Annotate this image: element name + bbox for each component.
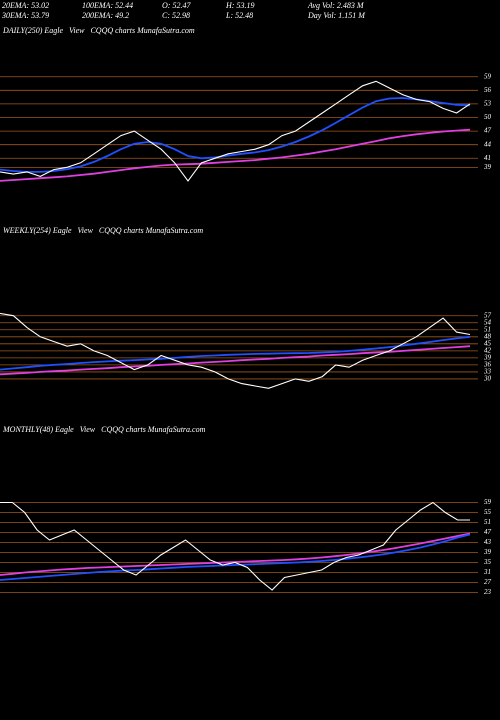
y-tick-label: 47 — [484, 127, 492, 135]
series-line — [0, 335, 471, 371]
header-stat: H: 53.19 — [226, 1, 255, 10]
series-line — [0, 312, 471, 389]
series-line — [0, 128, 471, 182]
header-stat: O: 52.47 — [162, 1, 191, 10]
y-tick-label: 27 — [484, 578, 492, 586]
y-tick-label: 55 — [484, 508, 492, 516]
y-tick-label: 30 — [483, 375, 492, 383]
y-tick-label: 35 — [483, 558, 492, 566]
y-tick-label: 51 — [484, 325, 491, 333]
y-tick-label: 44 — [484, 140, 492, 148]
header-stat: 200EMA: 49.2 — [82, 11, 130, 20]
header-stat: 100EMA: 52.44 — [82, 1, 134, 10]
y-tick-label: 23 — [484, 588, 492, 596]
y-tick-label: 56 — [484, 86, 492, 94]
header: 20EMA: 53.02 100EMA: 52.44 O: 52.47 H: 53.1… — [2, 1, 492, 21]
y-tick-label: 59 — [484, 72, 492, 80]
header-stat: C: 52.98 — [162, 11, 190, 20]
y-tick-label: 45 — [484, 339, 492, 347]
y-tick-label: 48 — [484, 332, 492, 340]
y-tick-label: 42 — [484, 346, 492, 354]
series-line — [0, 533, 471, 581]
y-tick-label: 54 — [484, 318, 492, 326]
y-tick-label: 31 — [483, 568, 491, 576]
header-stat: L: 52.48 — [226, 11, 254, 20]
y-tick-label: 39 — [483, 353, 492, 361]
series-line — [0, 532, 471, 576]
y-tick-label: 43 — [484, 538, 492, 546]
y-tick-label: 53 — [484, 100, 492, 108]
y-tick-label: 57 — [484, 311, 492, 319]
panel-title: MONTHLY(48) Eagle View CQQQ charts Munaf… — [2, 425, 206, 434]
y-tick-label: 36 — [483, 361, 492, 369]
panel-title: DAILY(250) Eagle View CQQQ charts Munafa… — [2, 26, 195, 35]
series-line — [0, 80, 471, 182]
y-tick-label: 59 — [484, 498, 492, 506]
series-line — [0, 97, 471, 173]
series-line — [0, 345, 471, 376]
panel-title: WEEKLY(254) Eagle View CQQQ charts Munaf… — [3, 226, 203, 235]
y-tick-label: 50 — [484, 113, 492, 121]
header-stat: Day Vol: 1.151 M — [308, 11, 365, 20]
y-tick-label: 39 — [483, 548, 492, 556]
header-stat: 30EMA: 53.79 — [2, 11, 50, 20]
y-tick-label: 41 — [484, 154, 491, 162]
y-tick-label: 51 — [484, 518, 491, 526]
header-stat: Avg Vol: 2.483 M — [308, 1, 364, 10]
y-tick-label: 39 — [483, 163, 492, 171]
series-line — [0, 501, 470, 591]
y-tick-label: 47 — [484, 528, 492, 536]
header-stat: 20EMA: 53.02 — [2, 1, 50, 10]
y-tick-label: 33 — [483, 368, 492, 376]
